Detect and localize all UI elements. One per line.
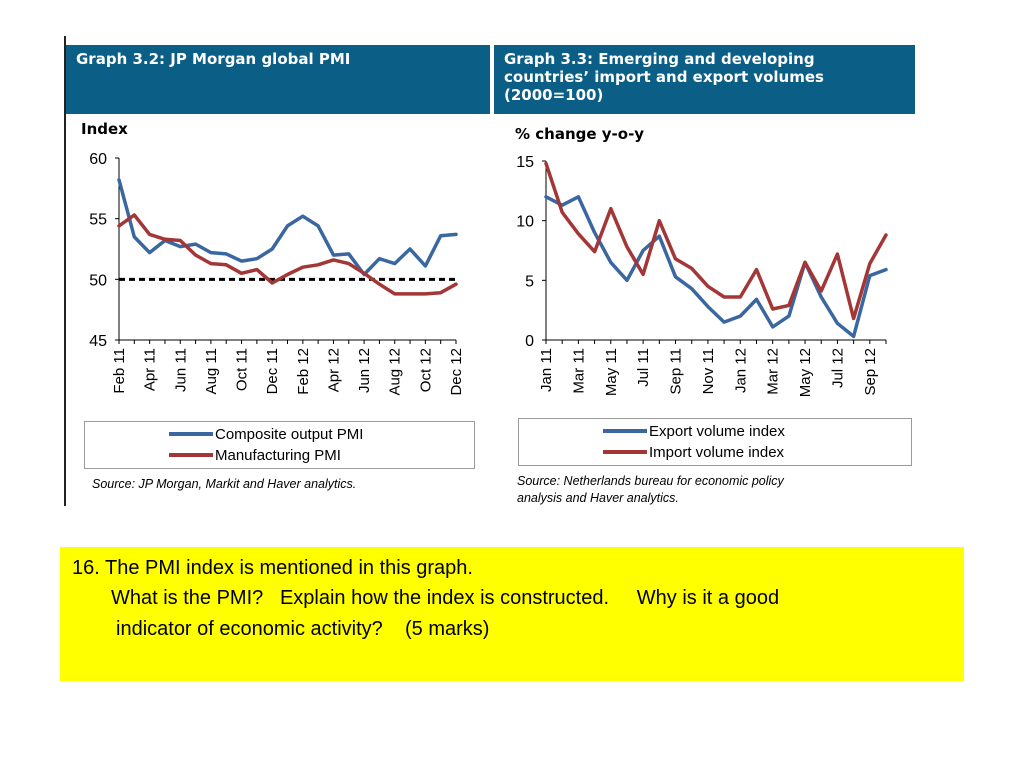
legend-item-manufacturing: Manufacturing PMI: [169, 445, 341, 465]
left-y-tick-label: 55: [89, 212, 107, 229]
right-chart-header: Graph 3.3: Emerging and developing count…: [494, 45, 915, 114]
right-x-tick-label: Jul 12: [829, 348, 846, 388]
right-chart-title-line-3: (2000=100): [504, 86, 604, 104]
right-x-tick-label: Sep 11: [668, 348, 685, 394]
legend-label-import: Import volume index: [649, 443, 785, 461]
right-chart-title-line-2: countries’ import and export volumes: [504, 68, 824, 86]
left-x-tick-label: Aug 11: [203, 348, 220, 394]
right-y-tick-label: 15: [516, 154, 534, 171]
question-line-2: What is the PMI? Explain how the index i…: [111, 587, 780, 609]
left-x-tick-label: Oct 12: [417, 348, 434, 392]
legend-swatch-export: [603, 429, 647, 433]
right-source-note: Source: Netherlands bureau for economic …: [517, 473, 784, 507]
right-series-red-line: [544, 161, 888, 321]
legend-item-export: Export volume index: [603, 421, 785, 441]
left-x-tick-label: Dec 11: [264, 348, 281, 394]
legend-label-export: Export volume index: [649, 422, 785, 440]
legend-label-manufacturing: Manufacturing PMI: [215, 446, 341, 464]
right-x-tick-label: Sep 12: [862, 348, 879, 396]
right-series-blue-line: [544, 195, 888, 339]
left-chart-header: Graph 3.2: JP Morgan global PMI: [66, 45, 490, 114]
right-x-tick-label: Mar 12: [765, 348, 782, 395]
legend-swatch-composite: [169, 432, 213, 436]
left-legend: Composite output PMI Manufacturing PMI: [84, 421, 475, 469]
legend-item-import: Import volume index: [603, 442, 784, 462]
left-x-tick-label: Apr 11: [142, 348, 159, 391]
right-x-tick-label: Nov 11: [700, 348, 717, 394]
legend-swatch-manufacturing: [169, 453, 213, 457]
legend-item-composite: Composite output PMI: [169, 424, 363, 444]
left-x-tick-label: Feb 12: [295, 348, 312, 395]
right-y-tick-label: 10: [516, 214, 534, 231]
legend-label-composite: Composite output PMI: [215, 425, 364, 443]
right-y-tick-label: 5: [525, 273, 534, 290]
question-line-3: indicator of economic activity? (5 marks…: [116, 618, 490, 640]
left-y-tick-label: 60: [89, 151, 107, 168]
left-rule: [64, 36, 66, 506]
right-chart-title-line-1: Graph 3.3: Emerging and developing: [504, 50, 815, 68]
left-source-note: Source: JP Morgan, Markit and Haver anal…: [92, 477, 357, 491]
left-x-tick-label: Dec 12: [448, 348, 465, 396]
question-box: 16. The PMI index is mentioned in this g…: [60, 547, 964, 681]
right-source-line-1: Source: Netherlands bureau for economic …: [517, 474, 784, 488]
question-line-1: 16. The PMI index is mentioned in this g…: [72, 557, 473, 579]
left-series-red-line: [117, 213, 458, 296]
right-x-tick-label: Mar 11: [570, 348, 587, 394]
left-x-tick-label: Oct 11: [234, 348, 251, 391]
left-y-tick-label: 45: [89, 333, 107, 350]
left-x-tick-label: Feb 11: [111, 348, 128, 394]
left-y-tick-label: 50: [89, 272, 107, 289]
right-legend: Export volume index Import volume index: [518, 418, 912, 466]
left-y-axis-label: Index: [81, 120, 128, 138]
right-x-tick-label: May 11: [603, 348, 620, 396]
right-x-tick-label: Jan 12: [732, 348, 749, 393]
left-chart-title: Graph 3.2: JP Morgan global PMI: [76, 50, 351, 68]
right-x-tick-label: Jul 11: [635, 348, 652, 387]
left-x-tick-label: Jun 11: [172, 348, 189, 392]
right-y-axis-label: % change y-o-y: [515, 125, 645, 143]
left-x-tick-label: Jun 12: [356, 348, 373, 393]
left-x-tick-label: Aug 12: [387, 348, 404, 396]
legend-swatch-import: [603, 450, 647, 454]
right-y-tick-label: 0: [525, 333, 534, 350]
right-source-line-2: analysis and Haver analytics.: [517, 491, 679, 505]
left-x-tick-label: Apr 12: [325, 348, 342, 392]
left-series-blue-line: [117, 178, 458, 277]
right-x-tick-label: May 12: [797, 348, 814, 397]
right-x-tick-label: Jan 11: [538, 348, 555, 392]
